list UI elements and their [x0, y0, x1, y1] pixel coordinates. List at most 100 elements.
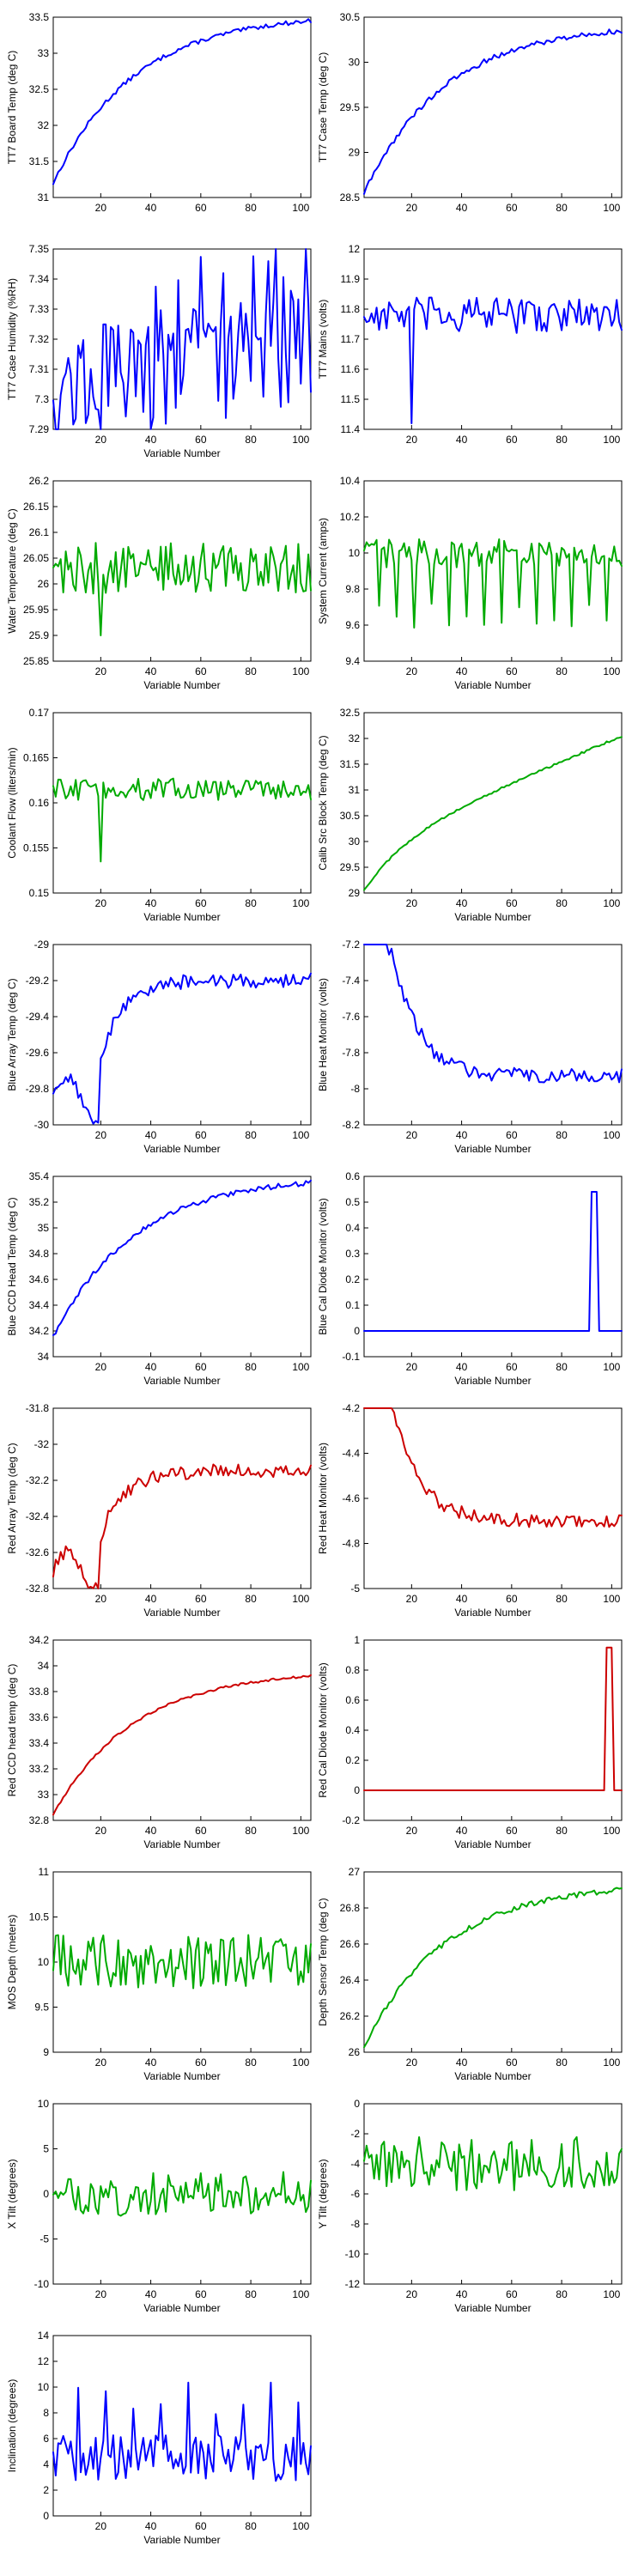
x-tick-label: 80 — [245, 2057, 257, 2069]
y-tick-label: -5 — [350, 1583, 360, 1595]
line-chart-11: 35.4 35.2 35 34.8 34.6 34.4 34.2 34 20 40 60 80 100 V… — [6, 1170, 312, 1387]
series-line — [363, 2136, 623, 2191]
x-tick-label: 100 — [603, 1593, 620, 1605]
y-tick-label: 7.34 — [29, 273, 50, 285]
line-chart-5: 26.2 26.15 26.1 26.05 26 25.95 25.9 25.85 20 40 60… — [6, 475, 312, 691]
y-tick-label: 0.5 — [345, 1196, 360, 1208]
y-axis-label: Red Array Temp (deg C) — [6, 1443, 18, 1553]
x-tick-label: 60 — [506, 1129, 518, 1141]
y-axis-label: Red Cal Diode Monitor (volts) — [317, 1662, 329, 1797]
y-tick-label: 29.5 — [340, 861, 361, 873]
y-tick-label: 26.2 — [29, 475, 50, 487]
x-tick-label: 20 — [95, 434, 107, 446]
y-tick-label: 11.9 — [341, 273, 361, 285]
y-tick-label: 10 — [38, 2098, 50, 2110]
y-tick-label: 29 — [349, 887, 361, 899]
y-axis-label: Water Temperature (deg C) — [6, 508, 18, 633]
y-tick-label: 7.32 — [29, 333, 50, 345]
y-tick-label: 26.6 — [340, 1938, 361, 1950]
y-tick-label: 7.31 — [29, 363, 50, 375]
x-tick-label: 40 — [145, 202, 157, 214]
plot-frame — [52, 2335, 312, 2517]
y-tick-label: -30 — [34, 1119, 50, 1131]
x-axis-label: Variable Number — [454, 679, 531, 691]
y-tick-label: -2 — [350, 2128, 360, 2140]
x-tick-label: 100 — [292, 1593, 309, 1605]
series-line — [52, 1463, 312, 1589]
x-axis-label: Variable Number — [143, 1143, 220, 1155]
line-chart-13: -31.8 -32 -32.2 -32.4 -32.6 -32.8 20 40 60 80 100 V… — [6, 1402, 312, 1619]
line-chart-1: 33.5 33 32.5 32 31.5 31 20 40 60 80 100 TT7 Board T… — [6, 11, 312, 214]
x-tick-label: 100 — [292, 1129, 309, 1141]
x-axis-label: Variable Number — [143, 679, 220, 691]
x-tick-label: 40 — [145, 1825, 157, 1837]
x-tick-label: 40 — [145, 2520, 157, 2532]
y-tick-label: -7.2 — [342, 939, 360, 951]
y-tick-label: -7.4 — [342, 975, 360, 987]
x-tick-label: 100 — [292, 202, 309, 214]
plot-frame — [363, 1639, 623, 1821]
series-line — [52, 1179, 312, 1336]
x-tick-label: 20 — [95, 1129, 107, 1141]
y-tick-label: 11.5 — [341, 393, 361, 405]
x-tick-label: 60 — [195, 1129, 207, 1141]
x-tick-label: 60 — [506, 434, 518, 446]
y-tick-label: 25.95 — [23, 604, 49, 616]
y-tick-label: 26.2 — [340, 2010, 361, 2022]
x-axis-label: Variable Number — [143, 2302, 220, 2314]
x-tick-label: 60 — [195, 2057, 207, 2069]
y-tick-label: 33 — [38, 1789, 50, 1801]
y-axis-label: TT7 Case Humidity (%RH) — [6, 278, 18, 400]
x-axis-label: Variable Number — [454, 1607, 531, 1619]
plot-frame — [52, 248, 312, 430]
y-axis-label: System Current (amps) — [317, 518, 329, 624]
line-chart-10: -7.2 -7.4 -7.6 -7.8 -8 -8.2 20 40 60 80 100 Variabl… — [317, 939, 623, 1155]
y-tick-label: 12 — [38, 2355, 50, 2367]
y-axis-label: Coolant Flow (liters/min) — [6, 747, 18, 858]
y-tick-label: 26 — [38, 578, 50, 590]
series-line — [52, 777, 312, 863]
y-tick-label: 1 — [354, 1634, 360, 1646]
y-tick-label: 10.5 — [29, 1911, 50, 1923]
series-line — [363, 1886, 623, 2049]
x-tick-label: 60 — [506, 2057, 518, 2069]
y-tick-label: 11.4 — [341, 423, 361, 435]
x-tick-label: 20 — [95, 665, 107, 677]
y-tick-label: -5 — [39, 2233, 49, 2245]
y-tick-label: 35.4 — [29, 1170, 50, 1182]
x-tick-label: 40 — [456, 2057, 468, 2069]
y-axis-label: MOS Depth (meters) — [6, 1915, 18, 2010]
plot-frame — [363, 16, 623, 198]
x-tick-label: 80 — [245, 1825, 257, 1837]
y-tick-label: -0.2 — [342, 1814, 360, 1826]
x-tick-label: 100 — [603, 665, 620, 677]
y-tick-label: 7.35 — [29, 243, 50, 255]
y-tick-label: 30.5 — [340, 11, 361, 23]
series-line — [363, 296, 623, 424]
y-tick-label: 0.2 — [345, 1273, 360, 1285]
x-tick-label: 100 — [603, 434, 620, 446]
line-chart-8: 32.5 32 31.5 31 30.5 30 29.5 29 20 40 60 80 100 Varia… — [317, 707, 623, 923]
x-tick-label: 20 — [95, 2520, 107, 2532]
y-tick-label: 11.8 — [341, 303, 361, 315]
y-tick-label: 9 — [43, 2046, 49, 2058]
x-tick-label: 100 — [292, 2057, 309, 2069]
y-tick-label: -29.4 — [26, 1011, 50, 1023]
x-axis-label: Variable Number — [143, 2534, 220, 2546]
line-chart-6: 10.4 10.2 10 9.8 9.6 9.4 20 40 60 80 100 Variable N… — [317, 475, 623, 691]
y-tick-label: 30 — [349, 835, 361, 848]
y-tick-label: -7.6 — [342, 1011, 360, 1023]
x-tick-label: 20 — [406, 1129, 418, 1141]
y-tick-label: -4.8 — [342, 1538, 360, 1550]
x-tick-label: 100 — [603, 897, 620, 909]
x-tick-label: 60 — [195, 434, 207, 446]
x-tick-label: 80 — [556, 1593, 568, 1605]
x-tick-label: 20 — [406, 897, 418, 909]
y-axis-label: Blue Array Temp (deg C) — [6, 978, 18, 1091]
x-tick-label: 80 — [556, 1825, 568, 1837]
y-axis-label: Y Tilt (degrees) — [317, 2159, 329, 2228]
y-tick-label: 29.5 — [340, 101, 361, 113]
y-tick-label: -29 — [34, 939, 50, 951]
x-tick-label: 40 — [145, 2057, 157, 2069]
